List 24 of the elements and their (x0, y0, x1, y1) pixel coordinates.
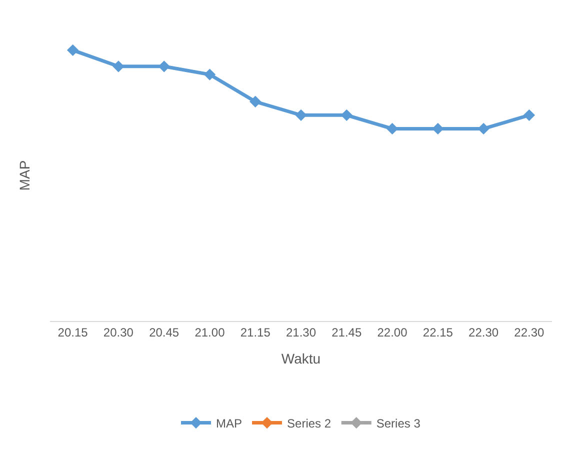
x-tick-label: 21.15 (240, 325, 271, 340)
legend-label: Series 3 (376, 416, 421, 430)
point (204, 68, 216, 80)
x-tick-label: 21.30 (286, 325, 316, 340)
point (158, 60, 170, 72)
x-tick-label: 22.30 (514, 325, 545, 340)
x-tick-label: 20.30 (103, 325, 134, 340)
x-tick-label: 22.30 (468, 325, 499, 340)
x-axis-title: Waktu (281, 350, 321, 367)
x-tick-label: 22.15 (422, 325, 454, 340)
x-tick-label: 21.45 (332, 325, 362, 340)
legend-label: MAP (216, 416, 242, 430)
y-axis-title: MAP (16, 160, 33, 191)
point (295, 109, 307, 122)
x-tick-label: 20.15 (58, 325, 88, 340)
point (250, 96, 262, 108)
point (523, 109, 536, 122)
point (340, 109, 352, 122)
x-tick-label: 20.45 (149, 325, 180, 340)
x-tick-label: 21.00 (194, 325, 226, 340)
point (112, 60, 124, 72)
point (66, 44, 79, 56)
legend-label: Series 2 (287, 416, 332, 430)
x-tick-label: 22.00 (377, 325, 408, 340)
